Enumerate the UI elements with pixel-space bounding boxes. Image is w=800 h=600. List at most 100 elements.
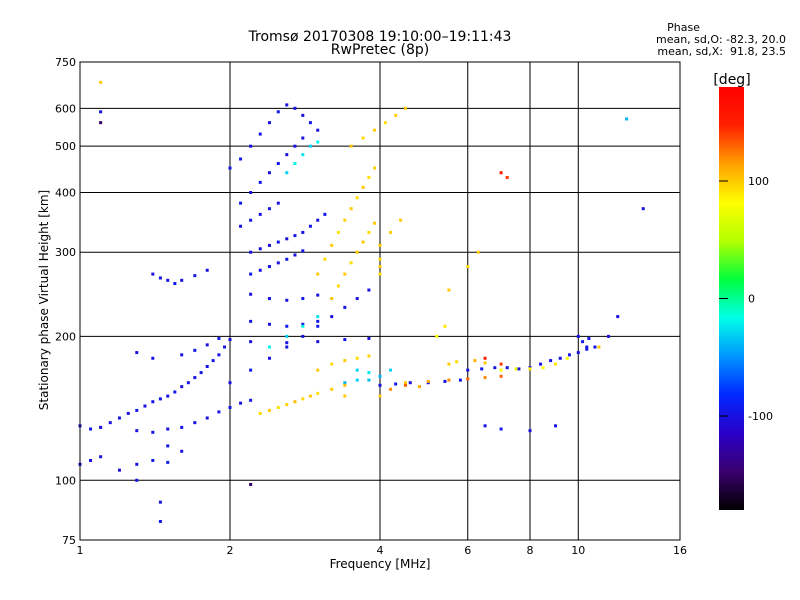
data-point [211,359,215,363]
data-point [223,345,227,349]
data-point [528,367,532,371]
data-point [99,425,103,429]
data-point [249,144,253,148]
data-point [316,218,320,222]
y-tick-label: 100 [55,474,76,487]
data-point [330,315,334,319]
data-point [316,272,320,276]
data-point [285,324,289,328]
data-point [505,366,509,370]
data-point [158,519,162,523]
data-point [151,272,155,276]
data-point [135,408,139,412]
data-point [316,340,320,344]
data-point [373,166,377,170]
data-point [285,153,289,157]
data-point [330,297,334,301]
data-point [151,430,155,434]
data-point [99,110,103,114]
x-tick-label: 8 [527,544,534,557]
data-point [343,381,347,385]
y-tick-label: 750 [55,56,76,69]
data-point [435,334,439,338]
x-tick-label: 16 [673,544,687,557]
data-point [308,144,312,148]
data-point [316,391,320,395]
data-point [394,113,398,117]
data-point [267,345,271,349]
data-point [378,272,382,276]
data-point [301,136,305,140]
data-point [293,400,297,404]
data-point [343,359,347,363]
data-point [276,161,280,165]
data-point [267,121,271,125]
data-point [108,421,112,425]
data-point [553,424,557,428]
data-point [455,360,459,364]
y-axis-label: Stationary phase Virtual Height [km] [37,190,51,410]
data-point [499,171,503,175]
data-point [408,381,412,385]
y-tick-label: 500 [55,140,76,153]
data-point [143,404,147,408]
phase-heading: Phase [667,21,700,34]
data-point [567,353,571,357]
data-point [316,324,320,328]
data-point [355,368,359,372]
data-point [330,387,334,391]
data-point [135,351,139,355]
data-point [403,381,407,385]
data-point [258,212,262,216]
data-point [285,257,289,261]
data-point [258,247,262,251]
data-point [367,354,371,358]
data-point [355,297,359,301]
data-point [249,482,253,486]
data-point [239,224,243,228]
data-point [378,257,382,261]
phase-stats-o: mean, sd,O: -82.3, 20.0 [655,33,786,46]
data-point [267,408,271,412]
y-tick-label: 400 [55,186,76,199]
data-point [641,207,645,211]
data-point [249,398,253,402]
data-point [258,132,262,136]
data-point [417,385,421,389]
data-point [361,240,365,244]
data-point [217,353,221,357]
data-point [367,378,371,382]
data-point [166,394,170,398]
data-point [301,113,305,117]
x-tick-label: 4 [377,544,384,557]
plot-frame [79,61,681,541]
data-point [476,250,480,254]
data-point [258,180,262,184]
data-point [447,362,451,366]
data-point [180,425,184,429]
data-point [267,322,271,326]
data-point [367,371,371,375]
data-point [361,185,365,189]
data-point [293,106,297,110]
data-points [78,80,645,523]
data-point [553,362,557,366]
data-point [186,381,190,385]
data-point [151,458,155,462]
data-point [378,374,382,378]
data-point [383,121,387,125]
data-point [316,128,320,132]
data-point [355,378,359,382]
data-point [228,405,232,409]
x-tick-label: 2 [227,544,234,557]
data-point [443,324,447,328]
data-point [361,136,365,140]
data-point [473,359,477,363]
data-point [180,278,184,282]
data-point [483,424,487,428]
data-point [158,500,162,504]
data-point [499,362,503,366]
data-point [389,230,393,234]
data-point [285,334,289,338]
